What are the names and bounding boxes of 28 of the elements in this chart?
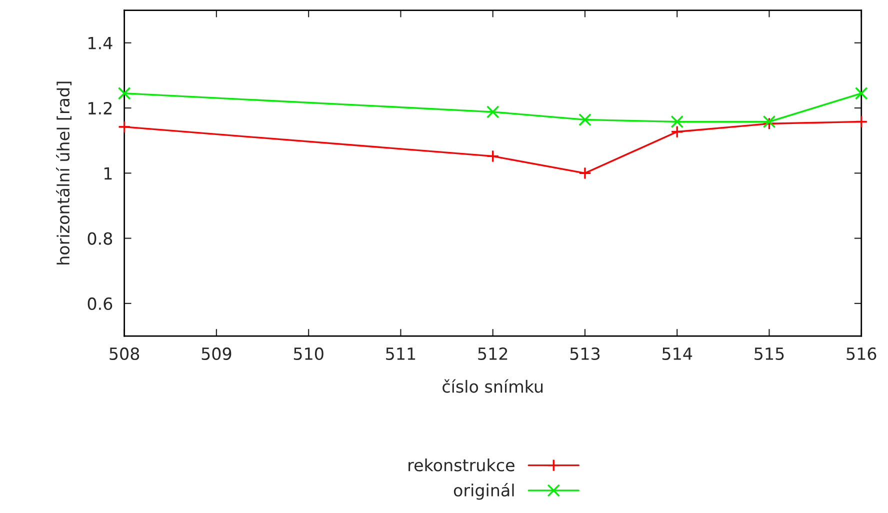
point (486, 106, 500, 118)
x-tick-label: 509 (202, 347, 232, 360)
x-tick-label: 510 (294, 347, 324, 360)
y-axis-title: horizontální úhel [rad] (56, 82, 72, 264)
point (118, 120, 131, 134)
point (486, 150, 500, 163)
y-tick-label: 1 (104, 167, 112, 180)
point (578, 113, 592, 126)
legend-label: rekonstrukce (408, 458, 514, 472)
y-tick-label: 1.2 (88, 102, 112, 114)
point (670, 115, 684, 128)
x-tick-label: 508 (110, 347, 140, 360)
point (670, 125, 684, 138)
x-axis-title: číslo snímku (442, 379, 543, 393)
y-tick-label: 1.4 (88, 37, 112, 50)
x-tick-label: 515 (754, 348, 784, 360)
x-tick-label: 516 (846, 347, 876, 360)
point (854, 115, 868, 128)
x-tick-label: 512 (478, 347, 508, 360)
legend-label: originál (454, 482, 514, 500)
x-tick-label: 513 (570, 347, 600, 360)
y-tick-label: 0.6 (88, 297, 112, 310)
x-tick-label: 511 (386, 348, 416, 360)
x-tick-label: 514 (662, 348, 692, 360)
y-tick-label: 0.8 (88, 232, 112, 245)
point (854, 86, 868, 100)
point (578, 166, 592, 180)
point (118, 86, 131, 100)
